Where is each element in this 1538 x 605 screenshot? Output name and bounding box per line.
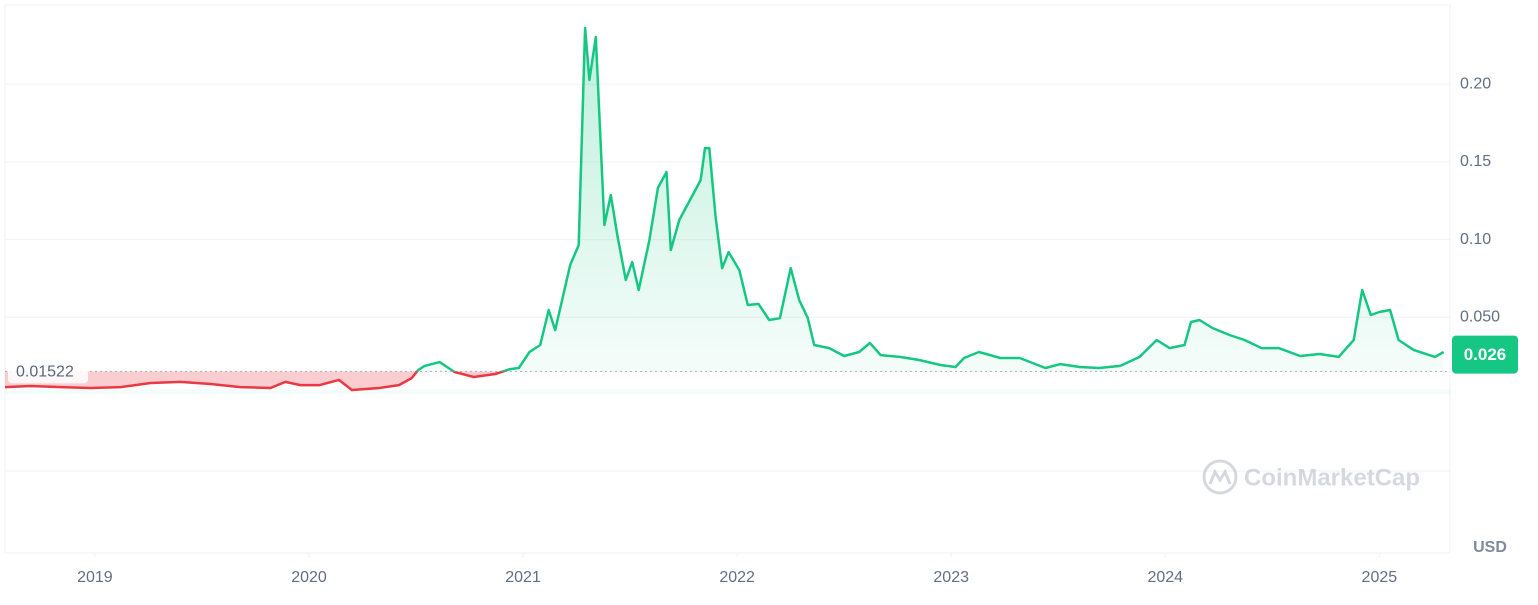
watermark-text: CoinMarketCap	[1244, 464, 1420, 491]
area-above	[5, 28, 1444, 372]
y-tick-label: 0.10	[1460, 231, 1491, 248]
y-tick-label: 0.20	[1460, 75, 1491, 92]
current-price-bg	[1452, 335, 1518, 374]
baseline-label-bg	[8, 359, 88, 384]
x-tick-label: 2020	[291, 569, 327, 586]
x-tick-label: 2025	[1362, 569, 1398, 586]
x-tick-label: 2023	[933, 569, 969, 586]
marks	[4, 26, 1450, 395]
y-tick-label: 0.15	[1460, 153, 1491, 170]
price-line-up	[415, 26, 1445, 372]
current-price-label: 0.026	[1464, 345, 1507, 364]
x-tick-label: 2022	[719, 569, 755, 586]
x-tick-label: 2019	[77, 569, 113, 586]
below-fade	[5, 389, 1450, 395]
watermark-icon	[1208, 468, 1232, 485]
currency-label: USD	[1473, 539, 1507, 556]
price-line-down	[4, 371, 508, 392]
watermark-icon	[1202, 459, 1238, 495]
labels: 0.050 0.10 0.15 0.20 2019 2020 2021 2022 2023 202…	[8, 75, 1518, 586]
x-tick-label: 2024	[1147, 569, 1183, 586]
x-tick-label: 2021	[505, 569, 541, 586]
y-tick-label: 0.050	[1460, 309, 1500, 326]
watermark: CoinMarketCap	[1202, 459, 1420, 495]
baseline-label: 0.01522	[16, 364, 74, 381]
